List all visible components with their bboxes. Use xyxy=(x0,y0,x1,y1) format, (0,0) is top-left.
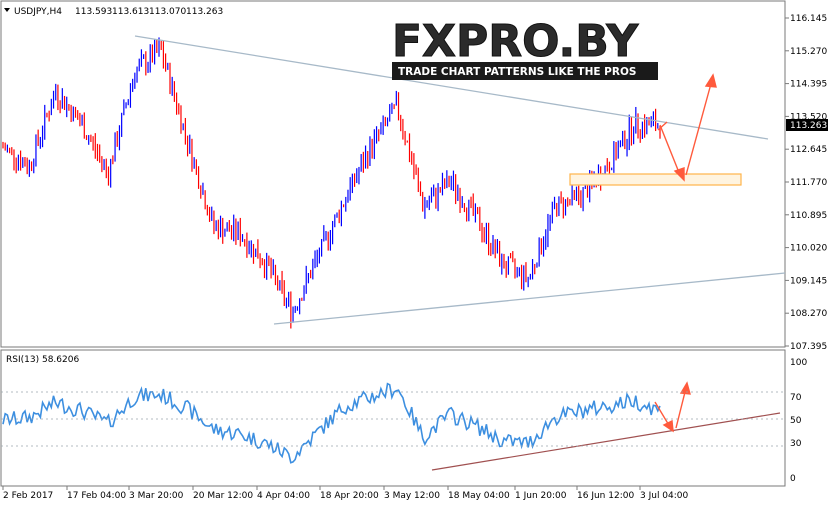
arrow-down-price xyxy=(659,124,681,176)
rsi-y-axis: 100 70 50 30 0 xyxy=(790,358,807,484)
rsi-y-tick-label: 50 xyxy=(790,416,802,426)
rsi-y-tick-label: 100 xyxy=(790,358,807,368)
price-y-tick-label: 113.520 xyxy=(790,112,827,122)
x-tick-label: 1 Jun 20:00 xyxy=(515,491,567,501)
symbol-label: USDJPY,H4 xyxy=(14,7,62,17)
arrow-up-price xyxy=(685,79,713,176)
logo-text: FXPRO.BY xyxy=(392,16,639,67)
rsi-y-tick-label: 0 xyxy=(790,474,796,484)
x-tick-label: 18 May 04:00 xyxy=(448,491,510,501)
logo-tag-bg xyxy=(392,62,658,80)
rsi-y-tick-label: 30 xyxy=(790,439,802,449)
price-y-tick-label: 110.020 xyxy=(790,244,827,254)
ohlc-close: 113.263 xyxy=(186,7,223,17)
arrowhead-down-price xyxy=(673,167,685,182)
rsi-panel xyxy=(0,349,786,487)
price-y-tick-label: 115.270 xyxy=(790,47,827,57)
price-forecast-arrows xyxy=(657,73,717,182)
current-price-marker: 113.263 xyxy=(786,119,828,131)
rsi-label: RSI(13) 58.6206 xyxy=(6,355,79,365)
lower-trendline xyxy=(273,272,786,325)
arrow-small xyxy=(657,121,668,131)
rsi-line xyxy=(2,382,661,464)
arrowhead-up-rsi xyxy=(679,381,691,395)
price-y-tick-label: 116.145 xyxy=(790,14,827,24)
current-price-bg xyxy=(786,119,828,131)
arrow-up-rsi xyxy=(675,387,687,429)
rsi-levels xyxy=(1,391,785,447)
ohlc-low: 113.070 xyxy=(149,7,186,17)
support-zone xyxy=(569,173,742,186)
price-y-tick-label: 109.145 xyxy=(790,276,827,286)
upper-trendline xyxy=(134,35,769,140)
price-y-tick-label: 110.895 xyxy=(790,211,827,221)
price-y-tick-label: 108.270 xyxy=(790,309,827,319)
current-price-label: 113.263 xyxy=(790,121,827,131)
x-tick-label: 3 Mar 20:00 xyxy=(129,491,184,501)
price-y-tick-label: 107.395 xyxy=(790,342,827,352)
x-tick-label: 3 May 12:00 xyxy=(384,491,440,501)
price-trendlines xyxy=(134,35,786,325)
x-axis: 2 Feb 2017 17 Feb 04:00 3 Mar 20:00 20 Mar … xyxy=(2,486,689,501)
price-y-tick-label: 114.395 xyxy=(790,80,827,90)
ohlc-high: 113.613 xyxy=(112,7,149,17)
rsi-trendline xyxy=(431,412,781,471)
logo-tagline: TRADE CHART PATTERNS LIKE THE PROS xyxy=(398,66,636,78)
x-tick-label: 16 Jun 12:00 xyxy=(577,491,634,501)
arrowhead-down-rsi xyxy=(662,419,674,433)
price-y-tick-label: 112.645 xyxy=(790,145,827,155)
x-tick-label: 17 Feb 04:00 xyxy=(67,491,126,501)
rsi-forecast-arrows xyxy=(654,381,691,433)
x-tick-label: 20 Mar 12:00 xyxy=(193,491,253,501)
arrowhead-up-price xyxy=(704,73,717,88)
fxpro-logo: FXPRO.BY TRADE CHART PATTERNS LIKE THE P… xyxy=(392,16,658,80)
price-y-tick-label: 111.770 xyxy=(790,178,827,188)
chart-header: USDJPY,H4 113.593 113.613 113.070 113.26… xyxy=(4,7,223,365)
x-tick-label: 4 Apr 04:00 xyxy=(257,491,310,501)
ohlc-open: 113.593 xyxy=(75,7,112,17)
price-bars xyxy=(2,37,661,329)
x-tick-label: 2 Feb 2017 xyxy=(3,491,53,501)
x-tick-label: 3 Jul 04:00 xyxy=(640,491,689,501)
x-tick-label: 18 Apr 20:00 xyxy=(320,491,379,501)
price-y-axis: 116.145 115.270 114.395 113.520 112.645 111.7… xyxy=(785,14,827,352)
chevron-down-icon xyxy=(4,8,10,12)
rsi-y-tick-label: 70 xyxy=(790,393,802,403)
